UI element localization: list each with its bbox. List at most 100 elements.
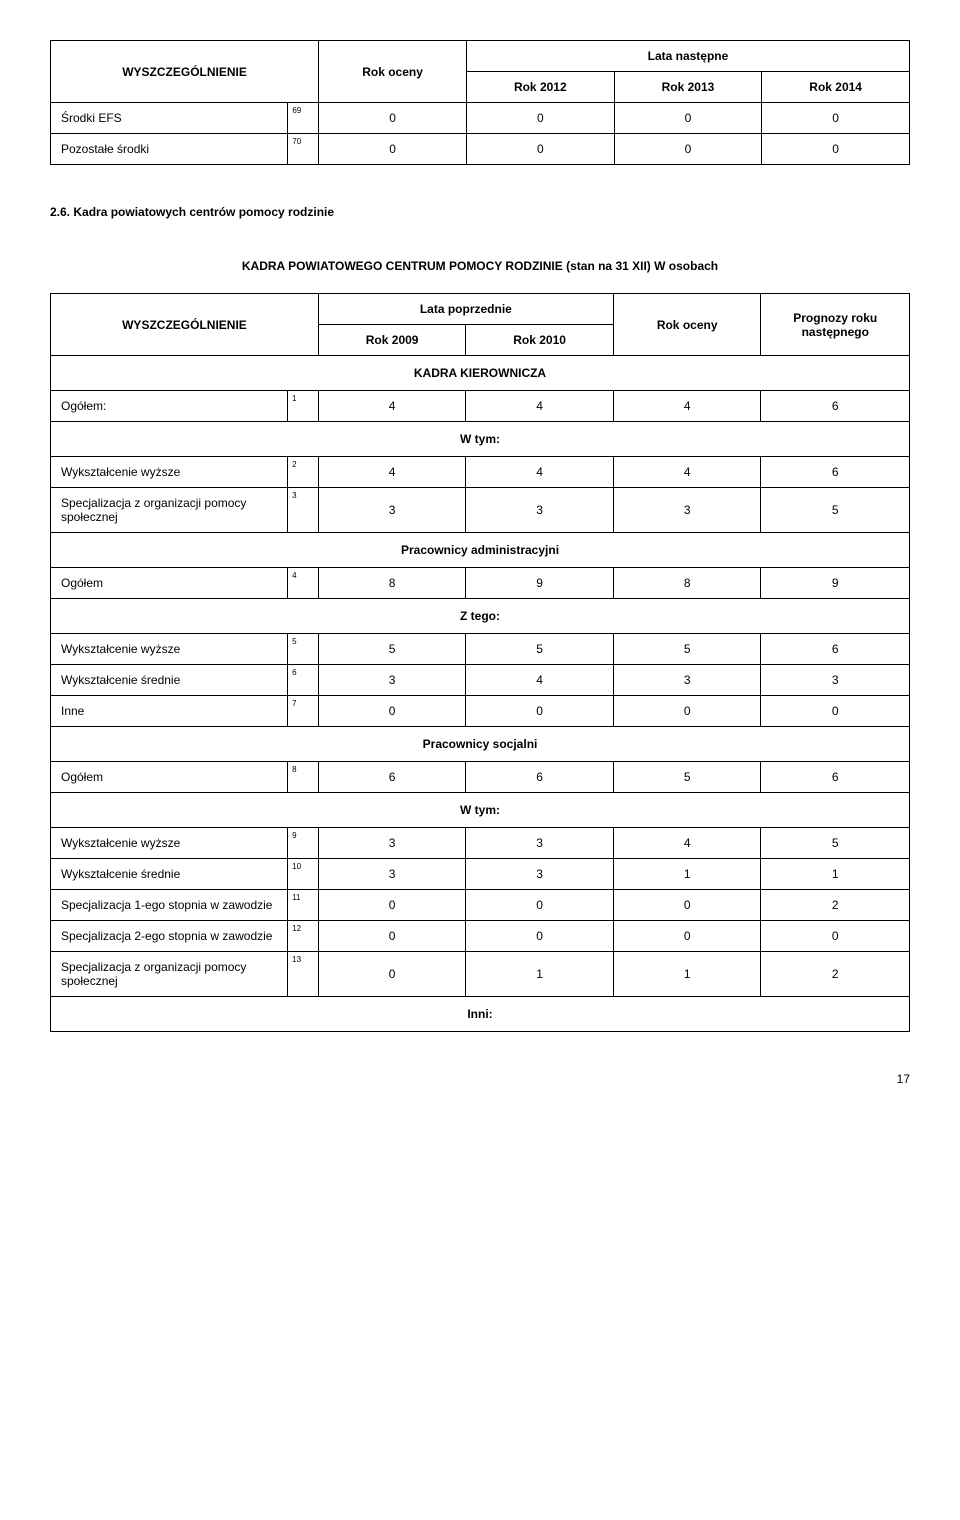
col-2012: Rok 2012 [466,72,614,103]
row-num: 3 [288,488,319,533]
cell: 0 [318,921,465,952]
row-label: Wykształcenie średnie [51,665,288,696]
col-rok-oceny: Rok oceny [613,294,761,356]
col-lata-pop: Lata poprzednie [318,294,613,325]
cell: 0 [466,696,613,727]
section-label: W tym: [51,793,910,828]
cell: 3 [318,665,465,696]
col-2009: Rok 2009 [318,325,465,356]
table-row: Środki EFS 69 0 0 0 0 [51,103,910,134]
cell: 0 [613,921,761,952]
section-label: W tym: [51,422,910,457]
row-num: 4 [288,568,319,599]
row-label: Wykształcenie wyższe [51,828,288,859]
row-num: 12 [288,921,319,952]
table-row: Ogółem: 1 4 4 4 6 [51,391,910,422]
cell: 8 [613,568,761,599]
cell: 0 [318,952,465,997]
cell: 9 [466,568,613,599]
row-num: 1 [288,391,319,422]
row-label: Specjalizacja z organizacji pomocy społe… [51,952,288,997]
cell: 4 [318,457,465,488]
cell: 4 [613,391,761,422]
cell: 0 [466,890,613,921]
section-row: W tym: [51,422,910,457]
table-row: Ogółem 4 8 9 8 9 [51,568,910,599]
row-label: Środki EFS [51,103,288,134]
table-row: Inne 7 0 0 0 0 [51,696,910,727]
cell: 0 [466,103,614,134]
table-row: Specjalizacja z organizacji pomocy społe… [51,952,910,997]
cell: 0 [318,890,465,921]
cell: 0 [319,134,467,165]
row-num: 70 [288,134,319,165]
row-num: 8 [288,762,319,793]
cell: 6 [761,762,910,793]
row-label: Inne [51,696,288,727]
cell: 4 [613,828,761,859]
col-2010: Rok 2010 [466,325,613,356]
cell: 5 [613,762,761,793]
cell: 0 [761,696,910,727]
row-label: Specjalizacja 1-ego stopnia w zawodzie [51,890,288,921]
cell: 6 [466,762,613,793]
cell: 0 [318,696,465,727]
cell: 6 [318,762,465,793]
col-wysz: WYSZCZEGÓLNIENIE [51,41,319,103]
row-label: Pozostałe środki [51,134,288,165]
cell: 4 [613,457,761,488]
section-row: Pracownicy socjalni [51,727,910,762]
cell: 2 [761,890,910,921]
row-num: 5 [288,634,319,665]
table-row: Specjalizacja 2-ego stopnia w zawodzie 1… [51,921,910,952]
cell: 1 [761,859,910,890]
row-num: 69 [288,103,319,134]
row-label: Wykształcenie wyższe [51,634,288,665]
section-label: Inni: [51,997,910,1032]
cell: 9 [761,568,910,599]
row-label: Wykształcenie średnie [51,859,288,890]
row-num: 13 [288,952,319,997]
table-row: Wykształcenie wyższe 9 3 3 4 5 [51,828,910,859]
cell: 2 [761,952,910,997]
cell: 3 [613,488,761,533]
cell: 0 [466,134,614,165]
section-row: Inni: [51,997,910,1032]
row-num: 6 [288,665,319,696]
row-num: 10 [288,859,319,890]
cell: 3 [466,488,613,533]
row-label: Wykształcenie wyższe [51,457,288,488]
section-label: KADRA KIEROWNICZA [51,356,910,391]
col-2014: Rok 2014 [762,72,910,103]
cell: 5 [318,634,465,665]
cell: 5 [466,634,613,665]
section-row: Pracownicy administracyjni [51,533,910,568]
col-lata: Lata następne [466,41,909,72]
col-2013: Rok 2013 [614,72,762,103]
cell: 6 [761,457,910,488]
table-row: Specjalizacja z organizacji pomocy społe… [51,488,910,533]
cell: 0 [613,890,761,921]
cell: 0 [762,134,910,165]
section-label: Pracownicy administracyjni [51,533,910,568]
row-num: 2 [288,457,319,488]
section-label: Pracownicy socjalni [51,727,910,762]
cell: 6 [761,391,910,422]
cell: 0 [319,103,467,134]
cell: 0 [762,103,910,134]
cell: 5 [761,828,910,859]
section-row: Z tego: [51,599,910,634]
table-row: Wykształcenie średnie 6 3 4 3 3 [51,665,910,696]
cell: 4 [466,457,613,488]
table-efs: WYSZCZEGÓLNIENIE Rok oceny Lata następne… [50,40,910,165]
cell: 5 [613,634,761,665]
table-row: Ogółem 8 6 6 5 6 [51,762,910,793]
row-label: Ogółem [51,762,288,793]
row-num: 11 [288,890,319,921]
col-rok-oceny: Rok oceny [319,41,467,103]
cell: 0 [466,921,613,952]
table-row: Wykształcenie wyższe 5 5 5 5 6 [51,634,910,665]
cell: 0 [614,103,762,134]
cell: 5 [761,488,910,533]
table-row: Wykształcenie wyższe 2 4 4 4 6 [51,457,910,488]
